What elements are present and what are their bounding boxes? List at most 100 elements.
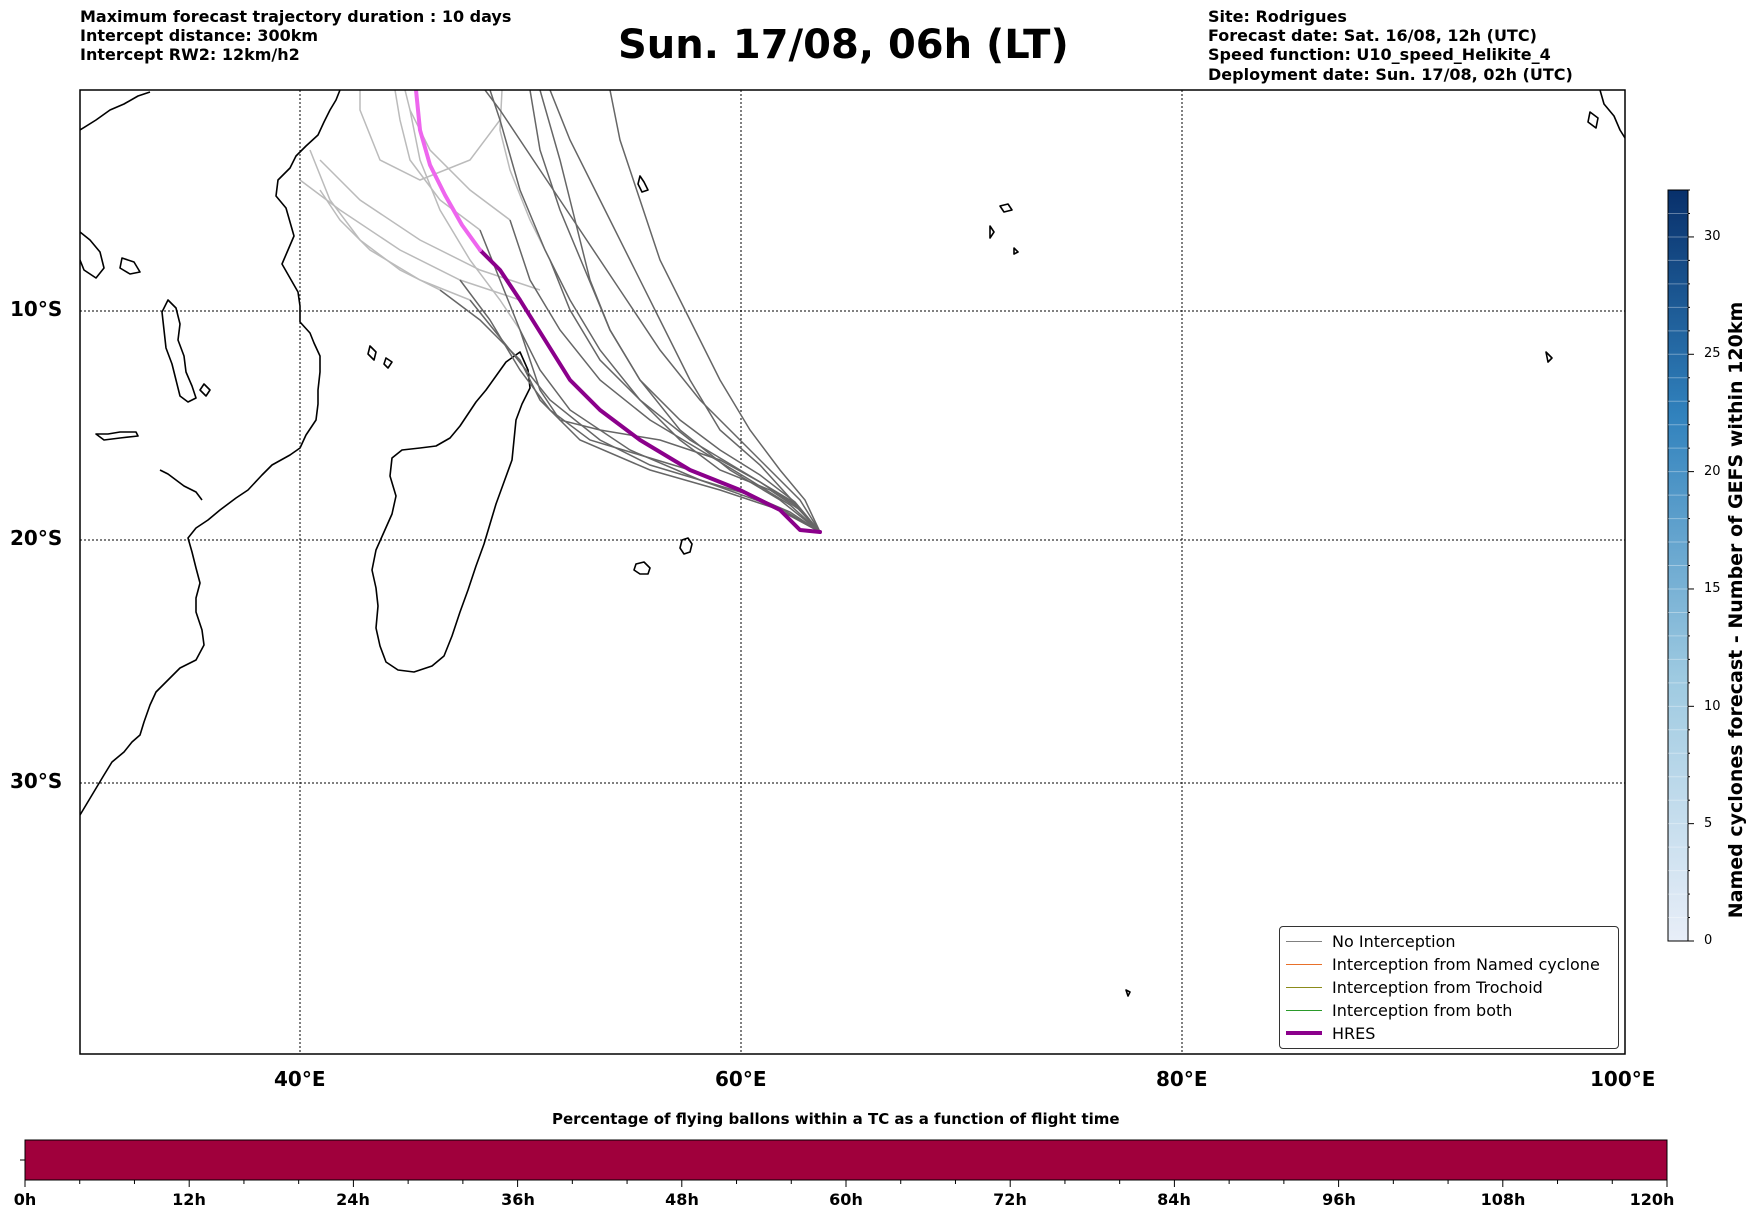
lon-label-100e: 100°E: [1590, 1067, 1656, 1091]
colorbar-tick-10: 10: [1704, 699, 1721, 714]
legend-item-no-interception: No Interception: [1286, 930, 1456, 952]
island-socotra: [95, 431, 139, 441]
flight-bar-tick-12h: 12h: [172, 1190, 206, 1209]
colorbar-tick-marks: [1668, 189, 1694, 942]
legend-swatch: [1286, 986, 1322, 988]
ensemble-trajectory: [549, 90, 821, 533]
island-chagos-1: [999, 203, 1013, 213]
legend-label: Interception from Named cyclone: [1332, 954, 1600, 974]
main-title: Sun. 17/08, 06h (LT): [618, 22, 1069, 68]
ensemble-trajectory: [519, 329, 821, 533]
colorbar-tick-0: 0: [1704, 933, 1713, 948]
ensemble-trajectories: [299, 90, 821, 533]
ensemble-trajectory: [459, 279, 821, 533]
ensemble-trajectory-faded: [359, 90, 501, 181]
flight-bar-tick-108h: 108h: [1480, 1190, 1526, 1209]
legend-swatch: [1286, 1031, 1322, 1035]
island-comoros-2: [383, 357, 393, 369]
colorbar-tick-5: 5: [1704, 816, 1713, 831]
africa-coastline: [80, 90, 341, 816]
lat-label-20s: 20°S: [10, 526, 63, 550]
lat-label-30s: 30°S: [10, 769, 63, 793]
island-chagos-2: [989, 225, 995, 239]
ensemble-trajectory: [509, 219, 821, 533]
legend-item-hres: HRES: [1286, 1022, 1375, 1044]
ensemble-trajectory: [549, 259, 821, 533]
island-amsterdam: [1125, 989, 1131, 997]
flight-bar-tick-84h: 84h: [1157, 1190, 1191, 1209]
ensemble-trajectory: [479, 229, 821, 533]
flight-bar-tick-24h: 24h: [336, 1190, 370, 1209]
island-cocos: [1545, 351, 1553, 363]
legend-label: No Interception: [1332, 931, 1456, 951]
flight-bar-tick-72h: 72h: [993, 1190, 1027, 1209]
legend-label: Interception from both: [1332, 1000, 1513, 1020]
island-reunion: [633, 561, 651, 575]
flight-bar-tick-48h: 48h: [665, 1190, 699, 1209]
header-right-line-2: Forecast date: Sat. 16/08, 12h (UTC): [1208, 26, 1537, 45]
coast-fragment-topleft: [80, 91, 151, 131]
flight-bar-tick-marks: [24, 1180, 1668, 1187]
island-zanzibar: [119, 257, 141, 275]
flight-bar-tick-120h: 120h: [1629, 1190, 1675, 1209]
colorbar-tick-15: 15: [1704, 581, 1721, 596]
header-right-line-3: Speed function: U10_speed_Helikite_4: [1208, 45, 1551, 64]
hres-trajectory-early: [478, 248, 822, 534]
flight-bar-tick-60h: 60h: [829, 1190, 863, 1209]
legend-item-both: Interception from both: [1286, 999, 1512, 1021]
legend-label: HRES: [1332, 1023, 1376, 1043]
coast-fragment-topright: [1599, 90, 1625, 139]
colorbar-tick-25: 25: [1704, 346, 1721, 361]
ensemble-trajectory-faded: [404, 90, 511, 221]
ensemble-trajectory: [529, 90, 821, 533]
island-comoros-1: [367, 345, 377, 361]
header-right-line-1: Site: Rodrigues: [1208, 7, 1347, 26]
header-left-line-1: Maximum forecast trajectory duration : 1…: [80, 7, 512, 26]
ensemble-trajectory-faded: [499, 90, 551, 261]
ensemble-trajectory-faded: [319, 159, 541, 291]
legend-label: Interception from Trochoid: [1332, 977, 1543, 997]
flight-bar-tick-96h: 96h: [1322, 1190, 1356, 1209]
legend-swatch: [1286, 940, 1322, 942]
legend-item-named-cyclone: Interception from Named cyclone: [1286, 953, 1600, 975]
lon-label-40e: 40°E: [274, 1067, 326, 1091]
lat-label-10s: 10°S: [10, 297, 63, 321]
colorbar-tick-20: 20: [1704, 464, 1721, 479]
hres-trajectory-late: [414, 90, 482, 252]
ensemble-trajectory-faded: [409, 109, 521, 331]
island-pemba: [161, 299, 197, 403]
legend-item-trochoid: Interception from Trochoid: [1286, 976, 1543, 998]
colorbar-tick-30: 30: [1704, 229, 1721, 244]
flight-bar-title: Percentage of flying ballons within a TC…: [552, 1110, 1120, 1128]
island-topright: [1587, 111, 1599, 129]
island-seychelles: [637, 175, 649, 193]
header-left-line-3: Intercept RW2: 12km/h2: [80, 45, 300, 64]
legend: No Interception Interception from Named …: [1279, 926, 1619, 1049]
legend-swatch: [1286, 1009, 1322, 1011]
header-left-line-2: Intercept distance: 300km: [80, 26, 319, 45]
island-comoros-3: [199, 383, 211, 397]
madagascar-coastline: [371, 351, 531, 673]
colorbar-label: Named cyclones forecast - Number of GEFS…: [1725, 301, 1747, 919]
hres-trajectory: [414, 90, 822, 534]
header-right-line-4: Deployment date: Sun. 17/08, 02h (UTC): [1208, 65, 1573, 84]
legend-swatch: [1286, 963, 1322, 965]
lon-label-80e: 80°E: [1156, 1067, 1208, 1091]
flight-bar-tick-0h: 0h: [13, 1190, 37, 1209]
ensemble-trajectory: [609, 90, 821, 533]
flight-bar-tick-36h: 36h: [501, 1190, 535, 1209]
flight-time-bar: [24, 1139, 1668, 1181]
coast-fragment-mid: [159, 469, 203, 501]
ensemble-trajectory: [484, 90, 821, 533]
lon-label-60e: 60°E: [715, 1067, 767, 1091]
ensemble-trajectory: [439, 289, 821, 533]
ensemble-trajectory-faded: [309, 149, 441, 291]
ensemble-trajectory-faded: [319, 189, 471, 301]
island-chagos-3: [1013, 247, 1019, 255]
island-mauritius: [679, 537, 693, 555]
map-frame: [79, 89, 1626, 1055]
ensemble-trajectory-faded: [394, 90, 481, 231]
gridlines: [80, 90, 1625, 1054]
coast-fragment-left: [80, 231, 105, 279]
